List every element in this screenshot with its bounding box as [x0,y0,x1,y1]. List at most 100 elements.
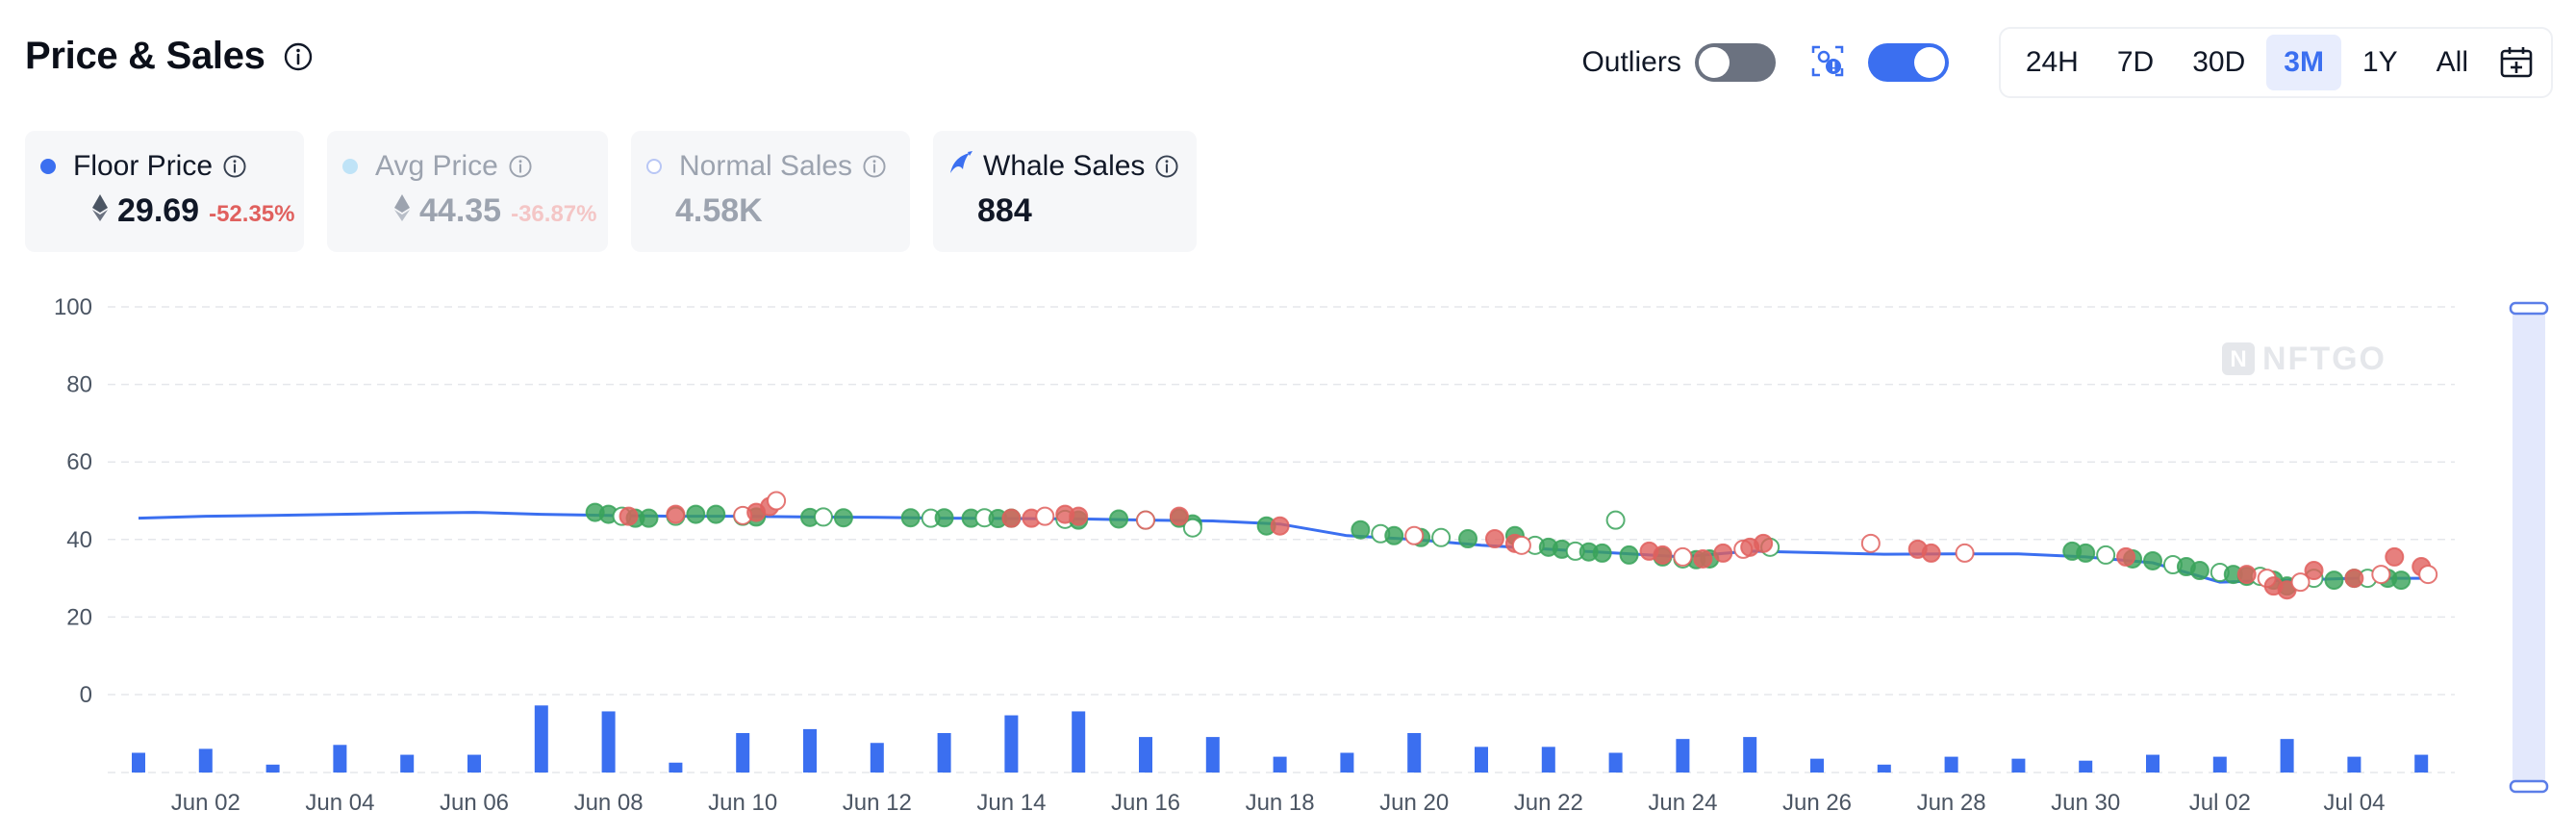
card-value: 29.69 [117,192,200,229]
range-1y[interactable]: 1Y [2361,46,2398,78]
sale-point-down [1069,506,1089,526]
x-tick-label: Jun 12 [843,790,912,816]
sale-point-up [1431,527,1452,547]
sale-point-down [1860,533,1881,553]
y-tick-label: 20 [66,604,92,630]
x-tick-label: Jun 26 [1782,790,1852,816]
whale-volume-bar [1139,737,1152,773]
eth-icon [92,194,108,226]
x-tick-label: Jun 20 [1379,790,1449,816]
whale-volume-bar [937,733,951,773]
sale-point-down [2304,561,2324,581]
scan-toggle[interactable] [1867,43,1949,82]
scrollbar-track[interactable] [2513,308,2545,787]
whale-volume-bar [1944,756,1958,773]
sale-point-down [619,506,639,526]
sale-point-down [2344,569,2364,589]
range-3m[interactable]: 3M [2266,35,2341,90]
y-tick-label: 80 [66,372,92,398]
sale-point-up [813,507,833,527]
info-icon[interactable] [283,41,314,72]
whale-volume-bar [601,711,616,773]
calendar-icon[interactable] [2489,36,2543,89]
scrollbar-handle-top[interactable] [2509,301,2549,316]
time-range-selector: 24H 7D 30D 3M 1Y All [1998,27,2553,98]
x-tick-label: Jul 04 [2323,790,2385,816]
sale-point-down [1754,533,1774,553]
x-tick-label: Jun 02 [171,790,240,816]
whale-volume-bar [1004,715,1019,773]
range-all[interactable]: All [2436,46,2468,78]
sale-point-down [1653,545,1673,565]
sale-point-down [2236,565,2257,585]
sale-point-up [1351,519,1371,540]
sale-point-up [833,508,853,528]
whale-volume-bar [534,705,548,773]
range-30d[interactable]: 30D [2192,46,2246,78]
sale-point-up [2076,543,2096,563]
whale-volume-bar [870,743,884,773]
x-tick-label: Jun 08 [574,790,644,816]
card-change: -52.35% [209,201,295,227]
svg-text:N: N [2230,346,2246,372]
sale-point-up [1384,525,1404,545]
sale-point-down [1673,546,1693,567]
sale-point-down [1169,506,1189,526]
card-label: Whale Sales [983,150,1146,182]
range-7d[interactable]: 7D [2116,46,2155,78]
y-tick-label: 40 [66,527,92,553]
floor-price-card[interactable]: Floor Price 29.69 -52.35% [25,131,304,252]
chart-scrollbar[interactable] [2509,301,2549,794]
range-24h[interactable]: 24H [2025,46,2079,78]
avg-price-card[interactable]: Avg Price 44.35 -36.87% [327,131,608,252]
normal-sales-card[interactable]: Normal Sales 4.58K [631,131,910,252]
whale-volume-bar [2280,739,2294,773]
card-label: Normal Sales [679,150,853,182]
title-row: Price & Sales [25,35,314,78]
card-value: 4.58K [675,192,763,229]
scrollbar-handle-bottom[interactable] [2509,779,2549,794]
card-label: Avg Price [375,150,498,182]
outliers-label: Outliers [1581,46,1681,78]
info-icon[interactable] [508,154,533,179]
info-icon[interactable] [1154,154,1179,179]
whale-volume-bar [1205,737,1220,773]
outliers-toggle[interactable] [1694,43,1776,82]
sale-point-down [2418,565,2438,585]
watermark-text: NFTGO [2262,341,2387,377]
x-tick-label: Jun 18 [1246,790,1315,816]
sale-point-up [2096,545,2116,565]
sale-point-up [2324,570,2344,591]
sale-point-up [1109,509,1129,529]
card-value: 44.35 [419,192,502,229]
whale-volume-bar [736,733,750,773]
stat-cards: Floor Price 29.69 -52.35% Avg Price 44.3… [25,131,1197,252]
x-tick-label: Jun 14 [976,790,1046,816]
whale-volume-bar [1608,752,1623,773]
sale-point-down [1035,506,1055,526]
sale-point-up [706,504,726,524]
whale-volume-bar [669,762,683,773]
x-tick-label: Jun 24 [1648,790,1717,816]
sale-point-down [2371,565,2391,585]
whale-volume-bar [1877,764,1891,773]
whale-volume-bar [467,754,481,773]
sale-point-up [1458,528,1478,548]
floor-price-dot [40,159,56,174]
sale-point-down [1001,508,1022,528]
whale-volume-bar [803,728,817,773]
info-icon[interactable] [222,154,247,179]
x-tick-label: Jun 16 [1111,790,1180,816]
whale-volume-bar [1273,756,1287,773]
whale-volume-bar [2079,760,2093,773]
sale-point-up [686,504,706,524]
whale-volume-bar [2212,756,2227,773]
info-icon[interactable] [862,154,887,179]
sale-point-up [900,508,921,528]
x-tick-label: Jun 10 [708,790,777,816]
card-label: Floor Price [73,150,214,182]
sale-point-up [639,508,659,528]
whale-volume-bar [2146,754,2159,773]
y-tick-label: 60 [66,449,92,475]
whale-sales-card[interactable]: Whale Sales 884 [933,131,1197,252]
